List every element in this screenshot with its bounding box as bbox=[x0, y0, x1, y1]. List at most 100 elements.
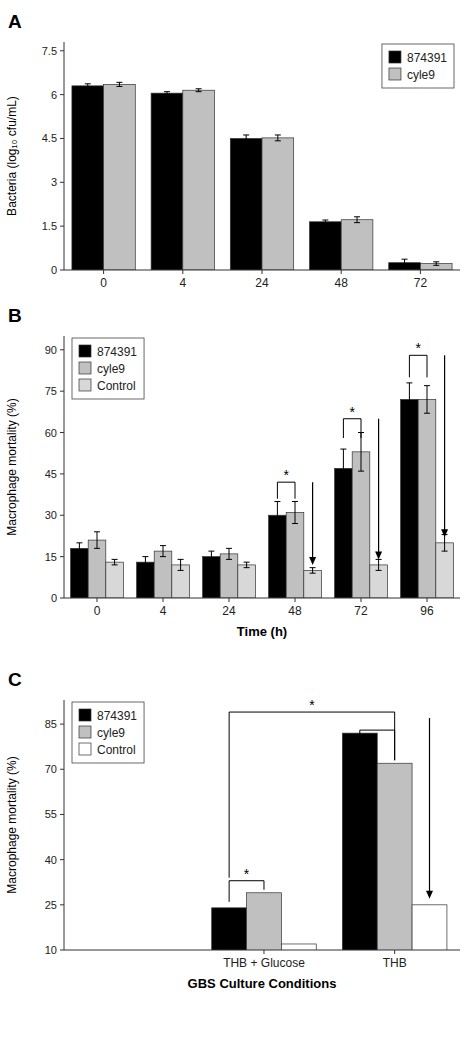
error-bar bbox=[322, 220, 328, 224]
error-line bbox=[211, 551, 212, 562]
error-bar bbox=[208, 551, 214, 562]
bar bbox=[238, 565, 256, 598]
x-tick bbox=[163, 598, 164, 602]
error-cap bbox=[406, 382, 412, 383]
error-cap bbox=[76, 553, 82, 554]
error-bar bbox=[226, 548, 232, 559]
x-tick-label: 4 bbox=[179, 276, 186, 290]
error-bar bbox=[244, 562, 250, 568]
error-cap bbox=[274, 529, 280, 530]
error-cap bbox=[85, 83, 91, 84]
y-axis-label: Macrophage mortality (%) bbox=[5, 756, 19, 893]
x-tick bbox=[295, 598, 296, 602]
legend: 874391cyle9Control bbox=[72, 338, 144, 399]
error-line bbox=[436, 262, 437, 266]
x-tick-label: 0 bbox=[100, 276, 107, 290]
panel-label: A bbox=[8, 11, 22, 32]
error-line bbox=[404, 259, 405, 266]
error-cap bbox=[292, 501, 298, 502]
error-cap bbox=[244, 562, 250, 563]
arrow-shaft bbox=[429, 718, 430, 892]
error-line bbox=[312, 568, 313, 574]
bar bbox=[72, 86, 104, 270]
error-cap bbox=[424, 413, 430, 414]
bar bbox=[436, 543, 454, 598]
error-bar bbox=[178, 559, 184, 570]
error-bar bbox=[376, 559, 382, 570]
error-cap bbox=[292, 523, 298, 524]
error-bar bbox=[354, 217, 360, 223]
error-line bbox=[427, 386, 428, 414]
y-tick bbox=[60, 515, 64, 516]
panel: ***01530456075900424487296Time (h)Macrop… bbox=[5, 305, 460, 639]
x-axis bbox=[64, 950, 460, 951]
x-tick-label: 24 bbox=[222, 604, 236, 618]
error-bar bbox=[142, 557, 148, 568]
bar bbox=[310, 222, 342, 270]
error-line bbox=[295, 501, 296, 523]
y-tick-label: 60 bbox=[45, 427, 57, 439]
legend-swatch bbox=[79, 345, 91, 357]
arrow-shaft bbox=[312, 482, 313, 558]
legend-swatch bbox=[389, 68, 401, 80]
legend: 874391cyle9 bbox=[382, 44, 454, 88]
y-tick-label: 30 bbox=[45, 509, 57, 521]
bar bbox=[220, 554, 238, 598]
arrow-head bbox=[441, 529, 448, 537]
error-cap bbox=[142, 556, 148, 557]
y-tick bbox=[60, 724, 64, 725]
error-bar bbox=[274, 501, 280, 529]
arrow-head bbox=[375, 551, 382, 559]
error-cap bbox=[178, 570, 184, 571]
arrow-shaft bbox=[444, 355, 445, 530]
significance-star: * bbox=[309, 697, 315, 713]
y-tick bbox=[60, 94, 64, 95]
y-tick bbox=[60, 349, 64, 350]
bar bbox=[247, 893, 282, 950]
x-tick bbox=[427, 598, 428, 602]
error-bar bbox=[402, 259, 408, 266]
bracket bbox=[229, 712, 395, 878]
bar bbox=[151, 93, 183, 270]
bar bbox=[341, 220, 373, 270]
y-tick bbox=[60, 556, 64, 557]
bracket bbox=[360, 730, 395, 760]
error-line bbox=[343, 449, 344, 488]
error-line bbox=[357, 217, 358, 223]
y-tick-label: 85 bbox=[45, 718, 57, 730]
x-tick-label: 0 bbox=[94, 604, 101, 618]
error-line bbox=[229, 548, 230, 559]
error-cap bbox=[164, 94, 170, 95]
x-tick bbox=[420, 270, 421, 274]
error-cap bbox=[402, 259, 408, 260]
arrow bbox=[375, 419, 382, 560]
x-tick-label: 4 bbox=[160, 604, 167, 618]
error-line bbox=[277, 501, 278, 529]
significance-star: * bbox=[415, 340, 421, 356]
error-cap bbox=[340, 449, 346, 450]
error-cap bbox=[244, 567, 250, 568]
error-bar bbox=[275, 135, 281, 141]
error-cap bbox=[275, 134, 281, 135]
x-tick bbox=[361, 598, 362, 602]
error-cap bbox=[208, 562, 214, 563]
x-tick bbox=[262, 270, 263, 274]
error-line bbox=[97, 532, 98, 549]
bar bbox=[418, 399, 436, 598]
arrow-head bbox=[309, 557, 316, 565]
legend-swatch bbox=[79, 726, 91, 738]
error-cap bbox=[243, 141, 249, 142]
error-cap bbox=[402, 266, 408, 267]
bar bbox=[286, 513, 304, 598]
y-tick-label: 10 bbox=[45, 944, 57, 956]
y-tick-label: 40 bbox=[45, 854, 57, 866]
y-axis bbox=[64, 336, 65, 598]
bar bbox=[230, 138, 262, 270]
y-tick-label: 45 bbox=[45, 468, 57, 480]
error-bar bbox=[243, 135, 249, 142]
panel-label: B bbox=[8, 305, 22, 326]
y-tick bbox=[60, 432, 64, 433]
x-tick bbox=[341, 270, 342, 274]
error-line bbox=[378, 559, 379, 570]
legend-swatch bbox=[79, 709, 91, 721]
